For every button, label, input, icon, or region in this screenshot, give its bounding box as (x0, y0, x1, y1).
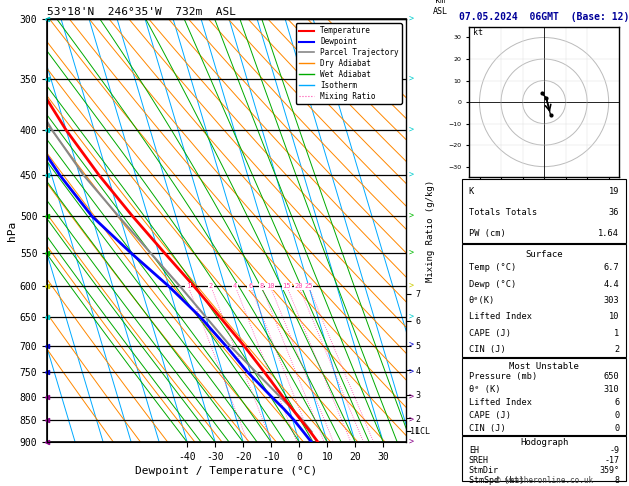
Text: 359°: 359° (599, 466, 620, 475)
Text: CAPE (J): CAPE (J) (469, 411, 511, 420)
Text: 303: 303 (604, 296, 620, 305)
Text: -17: -17 (604, 456, 620, 465)
Text: >: > (409, 74, 414, 83)
Text: >: > (409, 367, 414, 377)
Text: 36: 36 (609, 208, 620, 217)
Text: 650: 650 (604, 372, 620, 381)
Text: 4.4: 4.4 (604, 279, 620, 289)
Text: 53°18'N  246°35'W  732m  ASL: 53°18'N 246°35'W 732m ASL (47, 7, 236, 17)
Text: 1.64: 1.64 (598, 229, 620, 238)
Text: >: > (409, 171, 414, 180)
Text: 1LCL: 1LCL (410, 427, 430, 436)
Text: 15: 15 (282, 283, 291, 289)
Text: 10: 10 (609, 312, 620, 321)
Text: Hodograph: Hodograph (520, 438, 568, 447)
Text: SREH: SREH (469, 456, 489, 465)
Text: θᵉ (K): θᵉ (K) (469, 385, 500, 394)
Text: K: K (469, 187, 474, 195)
Text: Surface: Surface (525, 250, 563, 259)
Text: 0: 0 (614, 411, 620, 420)
Text: 6.7: 6.7 (604, 263, 620, 272)
Text: km
ASL: km ASL (433, 0, 448, 16)
Text: 4: 4 (233, 283, 237, 289)
Text: CIN (J): CIN (J) (469, 346, 506, 354)
Text: 19: 19 (609, 187, 620, 195)
Text: 20: 20 (294, 283, 303, 289)
Text: Dewp (°C): Dewp (°C) (469, 279, 516, 289)
Text: 6: 6 (614, 398, 620, 407)
Text: -9: -9 (610, 446, 620, 455)
Text: Most Unstable: Most Unstable (509, 362, 579, 371)
Legend: Temperature, Dewpoint, Parcel Trajectory, Dry Adiabat, Wet Adiabat, Isotherm, Mi: Temperature, Dewpoint, Parcel Trajectory… (296, 23, 402, 104)
Text: StmDir: StmDir (469, 466, 499, 475)
FancyBboxPatch shape (462, 244, 626, 357)
Text: >: > (409, 341, 414, 350)
Text: CAPE (J): CAPE (J) (469, 329, 511, 338)
Text: StmSpd (kt): StmSpd (kt) (469, 476, 524, 485)
Text: 8: 8 (259, 283, 264, 289)
Text: © weatheronline.co.uk: © weatheronline.co.uk (496, 476, 593, 485)
Text: 8: 8 (615, 476, 620, 485)
Text: 6: 6 (248, 283, 252, 289)
Text: PW (cm): PW (cm) (469, 229, 506, 238)
Text: 0: 0 (614, 424, 620, 433)
Text: kt: kt (473, 28, 483, 37)
Text: 2: 2 (614, 346, 620, 354)
Text: 25: 25 (304, 283, 313, 289)
Text: >: > (409, 211, 414, 221)
Text: CIN (J): CIN (J) (469, 424, 506, 433)
FancyBboxPatch shape (462, 358, 626, 435)
Text: 1: 1 (614, 329, 620, 338)
FancyBboxPatch shape (462, 436, 626, 481)
Y-axis label: Mixing Ratio (g/kg): Mixing Ratio (g/kg) (426, 180, 435, 282)
Y-axis label: hPa: hPa (7, 221, 17, 241)
Text: 310: 310 (604, 385, 620, 394)
X-axis label: Dewpoint / Temperature (°C): Dewpoint / Temperature (°C) (135, 466, 318, 476)
Text: θᵉ(K): θᵉ(K) (469, 296, 495, 305)
Text: Lifted Index: Lifted Index (469, 398, 532, 407)
Text: 07.05.2024  06GMT  (Base: 12): 07.05.2024 06GMT (Base: 12) (459, 12, 629, 22)
Text: >: > (409, 15, 414, 24)
Text: >: > (409, 312, 414, 322)
Text: Lifted Index: Lifted Index (469, 312, 532, 321)
Text: >: > (409, 416, 414, 425)
Text: >: > (409, 392, 414, 401)
Text: 1: 1 (186, 283, 191, 289)
Text: >: > (409, 438, 414, 447)
Text: Temp (°C): Temp (°C) (469, 263, 516, 272)
Text: >: > (409, 282, 414, 291)
Text: >: > (409, 126, 414, 135)
FancyBboxPatch shape (462, 179, 626, 243)
Text: 2: 2 (209, 283, 213, 289)
Text: Totals Totals: Totals Totals (469, 208, 537, 217)
Text: 10: 10 (266, 283, 274, 289)
Text: >: > (409, 248, 414, 257)
Text: EH: EH (469, 446, 479, 455)
Text: Pressure (mb): Pressure (mb) (469, 372, 537, 381)
